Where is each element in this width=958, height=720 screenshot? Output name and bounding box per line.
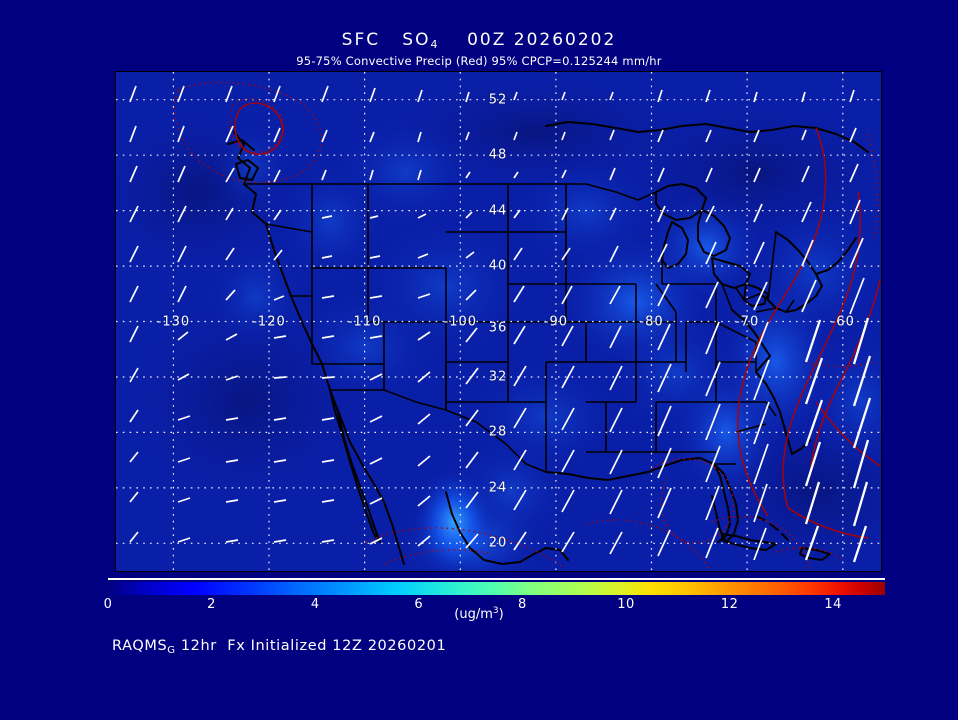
units-suffix: )	[498, 607, 504, 622]
colorbar-tick: 0	[103, 597, 113, 612]
lon-label: -90	[543, 314, 569, 329]
title-species-subscript: 4	[430, 38, 438, 51]
lon-label: -130	[156, 314, 191, 329]
title-time: 00Z 20260202	[467, 30, 617, 50]
wind-vectors	[129, 85, 872, 563]
lat-label: 32	[488, 369, 508, 385]
map-plot-area[interactable]: 52 48 44 40 36 32 28 24 20 -130 -120 -11…	[115, 71, 882, 572]
lon-label: -120	[252, 314, 286, 329]
lat-label: 24	[488, 480, 508, 496]
units-exponent: 3	[492, 606, 499, 616]
lat-label: 20	[488, 535, 508, 551]
model-name-subscript: G	[167, 645, 176, 656]
lon-label: -100	[443, 314, 478, 329]
model-name: RAQMS	[112, 638, 168, 654]
page-subtitle: 95-75% Convective Precip (Red) 95% CPCP=…	[296, 54, 662, 68]
map-canvas	[116, 72, 881, 571]
page-title: SFC SO4 00Z 20260202	[0, 30, 958, 51]
colorbar-tick: 4	[310, 597, 320, 612]
map-svg	[116, 72, 881, 571]
colorbar: 0 2 4 6 8 10 12 14	[104, 578, 885, 612]
model-caption-text: 12hr Fx Initialized 12Z 20260201	[175, 638, 447, 654]
lat-label: 28	[488, 424, 508, 440]
colorbar-tick: 6	[414, 597, 424, 612]
lon-label: -60	[830, 314, 855, 329]
lat-label: 40	[488, 258, 508, 274]
colorbar-units-label: (ug/m3)	[0, 606, 958, 622]
colorbar-tick: 2	[207, 597, 216, 612]
lat-label: 36	[488, 320, 508, 336]
lat-label: 48	[488, 147, 508, 163]
lon-label: -70	[734, 314, 760, 329]
colorbar-tick: 8	[517, 597, 527, 612]
lon-label: -80	[639, 314, 664, 329]
colorbar-tick-labels: 0 2 4 6 8 10 12 14	[104, 597, 885, 617]
colorbar-tick: 14	[824, 597, 842, 612]
title-species: SFC SO	[341, 30, 431, 50]
lon-label: -110	[347, 314, 382, 329]
units-prefix: (ug/m	[454, 607, 493, 622]
colorbar-gradient	[108, 582, 885, 595]
map-gridlines	[116, 72, 881, 571]
model-caption: RAQMSG 12hr Fx Initialized 12Z 20260201	[112, 638, 446, 656]
lat-label: 52	[488, 92, 508, 108]
lat-label: 44	[488, 203, 508, 219]
colorbar-top-rule	[108, 578, 885, 580]
colorbar-tick: 10	[617, 597, 635, 612]
map-state-borders	[244, 183, 795, 473]
colorbar-tick: 12	[720, 597, 739, 612]
